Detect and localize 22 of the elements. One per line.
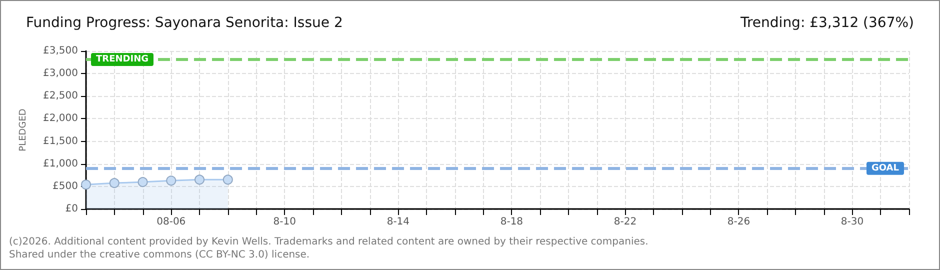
y-tick-label: £1,000 — [43, 158, 78, 170]
chart-subtitle: Trending: £3,312 (367%) — [739, 15, 914, 31]
y-axis-title: PLEDGED — [18, 108, 28, 152]
y-tick-label: £0 — [65, 204, 78, 214]
x-tick-label: 8-26 — [727, 216, 750, 228]
x-tick-label: 8-30 — [840, 216, 864, 228]
y-tick-label: £3,000 — [43, 68, 78, 80]
x-tick-label: 8-18 — [500, 216, 524, 228]
y-tick-label: £500 — [52, 180, 78, 192]
ref-line-label: TRENDING — [96, 54, 148, 64]
y-tick-label: £1,500 — [43, 136, 78, 147]
y-tick-label: £3,500 — [43, 46, 78, 56]
x-tick-label: 8-22 — [614, 216, 637, 228]
x-tick-label: 8-10 — [273, 216, 296, 228]
y-tick-label: £2,000 — [43, 113, 78, 124]
text: (c)2026. Additional content provided by Kevin Wells. Trademarks and related content are owned by their respective companies. — [9, 236, 648, 248]
x-tick-label: 08-06 — [156, 216, 186, 228]
x-tick-label: 8-14 — [386, 216, 410, 228]
text: Shared under the creative commons (CC BY-NC 3.0) license. — [9, 250, 310, 260]
ref-line-label: GOAL — [872, 163, 900, 174]
chart-title: Funding Progress: Sayonara Senorita: Issue 2 — [26, 15, 343, 31]
y-tick-label: £2,500 — [43, 90, 78, 102]
